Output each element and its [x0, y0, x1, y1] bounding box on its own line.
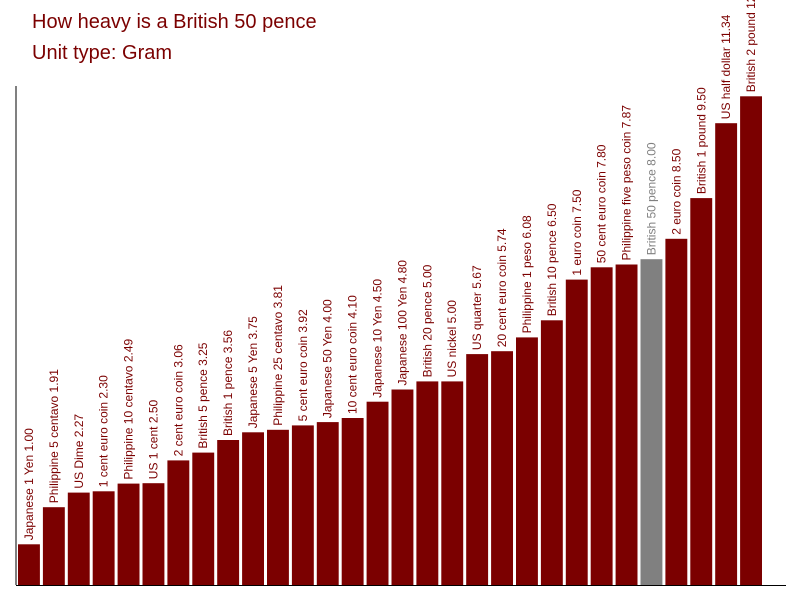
bar: [391, 389, 414, 585]
bar: [416, 381, 439, 585]
bar: [217, 440, 240, 585]
bar-data-label: 10 cent euro coin 4.10: [346, 295, 360, 414]
bar-data-label: British 50 pence 8.00: [645, 142, 659, 255]
bar-data-label: Japanese 50 Yen 4.00: [321, 299, 335, 418]
bar-data-label: US quarter 5.67: [470, 265, 484, 350]
bar: [640, 259, 663, 585]
bar-data-label: 2 cent euro coin 3.06: [171, 344, 185, 456]
bar: [142, 483, 165, 585]
bar-data-label: US half dollar 11.34: [719, 14, 733, 119]
bar: [715, 123, 738, 585]
bar-data-label: US nickel 5.00: [445, 300, 459, 378]
bar: [690, 198, 713, 585]
bar: [366, 401, 389, 585]
bar-data-label: 5 cent euro coin 3.92: [296, 309, 310, 421]
bar-data-label: Philippine 10 centavo 2.49: [122, 339, 136, 480]
bar: [590, 267, 613, 585]
bar: [267, 429, 289, 585]
bar-data-label: 2 euro coin 8.50: [669, 148, 683, 234]
bar-data-label: 50 cent euro coin 7.80: [595, 144, 609, 263]
bar: [665, 238, 688, 586]
bar-data-label: Philippine five peso coin 7.87: [620, 105, 634, 261]
bar-data-label: US Dime 2.27: [72, 414, 86, 489]
bar-data-label: Japanese 100 Yen 4.80: [395, 260, 409, 386]
bar-data-label: British 1 pound 9.50: [694, 87, 708, 194]
bar: [291, 425, 314, 585]
bar-data-label: 1 euro coin 7.50: [570, 189, 584, 275]
bar-data-label: British 20 pence 5.00: [420, 264, 434, 377]
bar-data-label: British 1 pence 3.56: [221, 330, 235, 436]
bars-group: [18, 96, 762, 586]
bar: [341, 418, 364, 585]
bar-data-label: Philippine 25 centavo 3.81: [271, 285, 285, 426]
bar: [491, 351, 513, 585]
bar-data-label: British 10 pence 6.50: [545, 203, 559, 316]
bar-data-label: Japanese 10 Yen 4.50: [371, 279, 385, 398]
bar: [117, 483, 140, 585]
bar: [740, 96, 762, 586]
bar-data-label: British 5 pence 3.25: [196, 342, 210, 448]
bar: [466, 354, 489, 585]
bar-data-label: Philippine 5 centavo 1.91: [47, 369, 61, 503]
bar: [192, 452, 215, 585]
bar-data-label: 1 cent euro coin 2.30: [97, 375, 111, 487]
bar-data-label: 20 cent euro coin 5.74: [495, 228, 509, 347]
bar-data-label: US 1 cent 2.50: [146, 399, 160, 479]
bar: [565, 279, 588, 585]
chart-subtitle: Unit type: Gram: [32, 42, 173, 64]
bar-data-label: Philippine 1 peso 6.08: [520, 215, 534, 333]
bar: [316, 422, 339, 585]
bar: [615, 264, 638, 585]
bar: [42, 507, 65, 585]
chart-title: How heavy is a British 50 pence: [32, 11, 317, 33]
bar: [540, 320, 563, 585]
bar: [18, 544, 40, 585]
bar: [516, 337, 538, 585]
bar: [242, 432, 264, 585]
bar-data-label: Japanese 1 Yen 1.00: [22, 428, 36, 540]
bar: [441, 381, 464, 585]
bar: [92, 491, 115, 585]
bar-labels-group: Japanese 1 Yen 1.00 Philippine 5 centavo …: [22, 0, 758, 540]
bar: [67, 492, 90, 585]
bar-data-label: Japanese 5 Yen 3.75: [246, 316, 260, 428]
bar: [167, 460, 190, 585]
bar-data-label: British 2 pound 12.00: [744, 0, 758, 92]
